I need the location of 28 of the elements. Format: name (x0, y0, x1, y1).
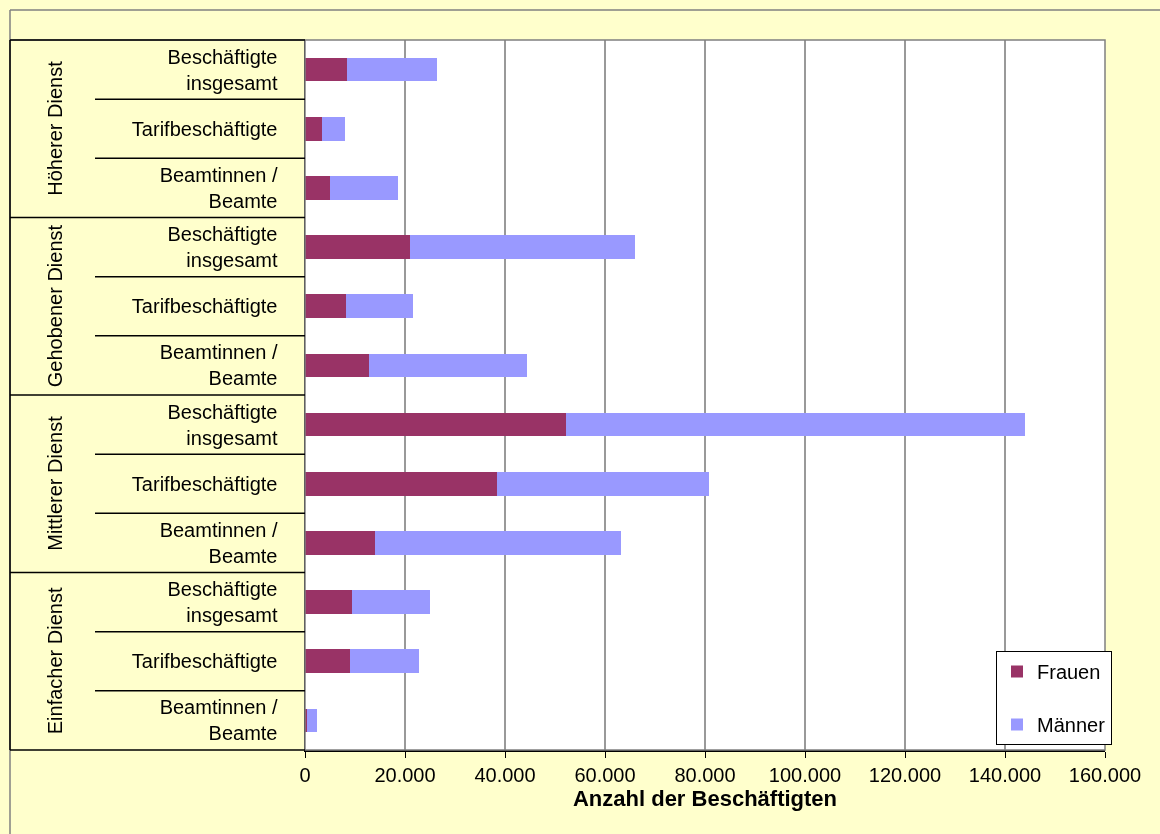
y-tick-label: Beamtinnen / Beamte (159, 518, 278, 567)
y-tick-label: Beschäftigte insgesamt (167, 45, 278, 94)
y-tick-label: Tarifbeschäftigte (131, 650, 278, 673)
x-tick-label: 80.000 (674, 763, 736, 786)
text: Gehobener Dienst (43, 224, 66, 388)
y-tick-label: Tarifbeschäftigte (131, 295, 278, 318)
x-tick-label: 140.000 (968, 763, 1042, 786)
text: Höherer Dienst (44, 60, 67, 196)
x-tick-label: 60.000 (574, 763, 636, 786)
y-tick-label: Beschäftigte insgesamt (167, 400, 278, 449)
text: Mittlerer Dienst (44, 415, 67, 551)
y-tick-label: Tarifbeschäftigte (131, 472, 278, 495)
x-tick-label: 100.000 (768, 763, 842, 786)
legend-label: Frauen (1037, 661, 1101, 684)
x-tick-label: 20.000 (374, 763, 436, 786)
y-tick-label: Beschäftigte insgesamt (167, 223, 278, 272)
y-tick-label: Beschäftigte insgesamt (167, 578, 278, 627)
y-tick-label: Beamtinnen / Beamte (159, 696, 278, 745)
text: Einfacher Dienst (43, 587, 66, 735)
x-tick-label: 0 (299, 763, 311, 786)
y-tick-label: Beamtinnen / Beamte (159, 341, 278, 390)
x-tick-label: 160.000 (1068, 763, 1142, 786)
x-tick-label: 40.000 (474, 763, 536, 786)
x-tick-label: 120.000 (868, 763, 942, 786)
x-axis-title: Anzahl der Beschäftigten (572, 786, 838, 812)
y-tick-label: Beamtinnen / Beamte (159, 163, 278, 212)
legend-label: Männer (1037, 714, 1106, 737)
y-tick-label: Tarifbeschäftigte (131, 117, 278, 140)
